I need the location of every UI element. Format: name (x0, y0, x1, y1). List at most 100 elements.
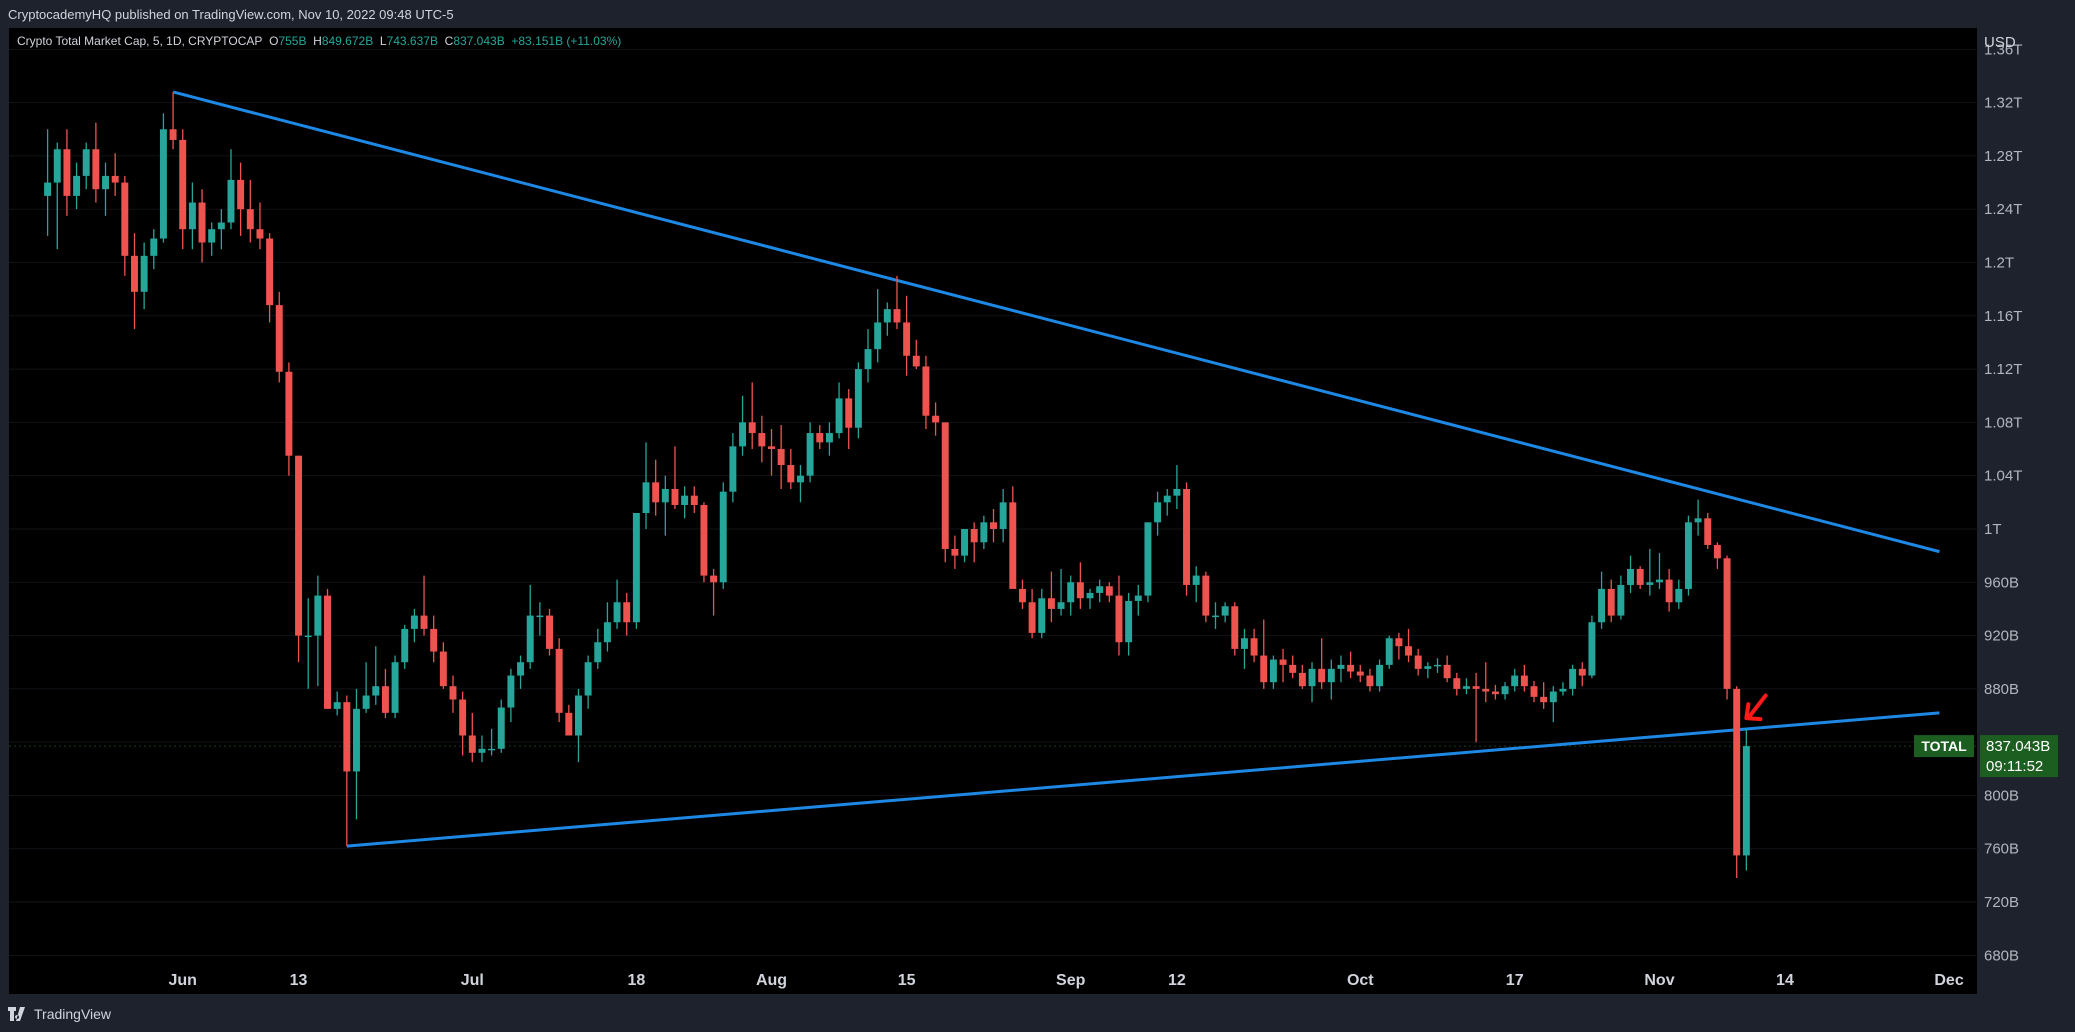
candle-body (140, 255, 148, 292)
candle-body (1414, 655, 1422, 669)
y-tick-label: 680B (1984, 947, 2019, 964)
candle-body (362, 695, 370, 709)
candle-body (1067, 582, 1075, 603)
candle-body (980, 522, 988, 543)
candle-body (275, 305, 283, 372)
candle-body (623, 602, 631, 623)
candle-body (748, 422, 756, 434)
price-tag-countdown: 09:11:52 (1986, 758, 2043, 775)
candle-body (825, 433, 833, 443)
candle-body (285, 371, 293, 456)
candle-body (874, 322, 882, 350)
candle-body (1076, 582, 1084, 599)
candle-body (1086, 592, 1094, 599)
candle-body (1018, 588, 1026, 603)
candle-body (507, 675, 515, 708)
candle-body (401, 628, 409, 663)
legend-change: +83.151B (+11.03%) (511, 34, 622, 48)
candle-body (1038, 598, 1046, 633)
candle-body (903, 322, 911, 356)
candle-body (372, 686, 380, 696)
candle-body (661, 489, 669, 503)
candle-body (73, 175, 81, 196)
candle-body (1424, 666, 1432, 669)
candle-body (266, 238, 274, 306)
candle-body (1607, 588, 1615, 616)
candle-body (198, 202, 206, 243)
candle-body (642, 482, 650, 513)
x-tick-label: Dec (1934, 972, 1963, 989)
y-tick-label: 1.12T (1984, 361, 2022, 378)
candle-body (681, 495, 689, 505)
candle-body (700, 504, 708, 576)
time-axis: Jun 13 Jul 18 Aug 15 Sep 12 Oct 17 Nov 14 Dec (169, 972, 1964, 989)
y-tick-label: 1.32T (1984, 95, 2022, 112)
candle-body (1694, 518, 1702, 523)
candle-body (1163, 495, 1171, 503)
currency-label: USD (1984, 34, 2016, 51)
candle-body (304, 635, 312, 638)
candle-body (381, 686, 389, 713)
price-tag-name: TOTAL (1921, 738, 1967, 754)
x-tick-label: 18 (627, 972, 645, 989)
candle-body (179, 139, 187, 230)
x-tick-label: 13 (290, 972, 308, 989)
publisher-info: CryptocademyHQ published on TradingView.… (8, 7, 454, 22)
candle-body (854, 369, 862, 428)
candle-body (1540, 696, 1548, 703)
candle-body (227, 179, 235, 223)
candle-body (391, 662, 399, 713)
candle-body (131, 255, 138, 292)
legend-close: 837.043B (453, 34, 505, 48)
candle-body (478, 748, 486, 753)
x-tick-label: Nov (1644, 972, 1674, 989)
candle-body (159, 129, 167, 239)
candle-body (1212, 615, 1219, 618)
candle-body (1684, 522, 1692, 589)
candle-body (739, 422, 747, 447)
candle-body (1482, 688, 1490, 692)
candle-body (565, 712, 573, 736)
y-tick-label: 1.28T (1984, 148, 2022, 165)
candle-body (1327, 668, 1335, 683)
candle-body (1617, 584, 1625, 616)
candle-body (932, 415, 940, 423)
candle-body (961, 528, 969, 556)
candle-body (1549, 691, 1557, 703)
candle-body (1491, 691, 1499, 695)
candle-body (1279, 659, 1287, 665)
candle-body (1308, 668, 1316, 687)
tradingview-logo-icon (8, 1007, 25, 1021)
candle-body (1318, 668, 1326, 683)
candle-body (536, 615, 544, 618)
x-tick-label: 14 (1776, 972, 1794, 989)
candle-body (314, 595, 322, 636)
candle-body (999, 502, 1007, 529)
candle-body (584, 662, 592, 696)
candle-body (1183, 489, 1191, 585)
x-tick-label: 12 (1168, 972, 1186, 989)
candle-body (333, 702, 341, 709)
x-tick-label: Sep (1056, 972, 1086, 989)
candles (44, 91, 1750, 879)
candle-body (1713, 544, 1721, 559)
candle-body (1269, 659, 1277, 683)
candle-body (343, 702, 351, 772)
candle-body (102, 175, 109, 190)
y-tick-label: 800B (1984, 787, 2019, 804)
x-tick-label: 17 (1506, 972, 1524, 989)
price-tag-bg (1980, 735, 2058, 778)
candle-body (237, 179, 245, 210)
candle-body (1144, 522, 1152, 596)
y-tick-label: 1T (1984, 521, 2002, 538)
candle-body (652, 482, 660, 503)
candle-body (845, 398, 853, 428)
candle-body (777, 449, 785, 466)
candle-body (1260, 655, 1268, 683)
tradingview-logo[interactable]: TradingView (8, 1006, 111, 1022)
candle-body (1105, 586, 1113, 596)
candle-body (1405, 646, 1413, 656)
y-tick-label: 880B (1984, 681, 2019, 698)
candle-body (246, 209, 254, 230)
